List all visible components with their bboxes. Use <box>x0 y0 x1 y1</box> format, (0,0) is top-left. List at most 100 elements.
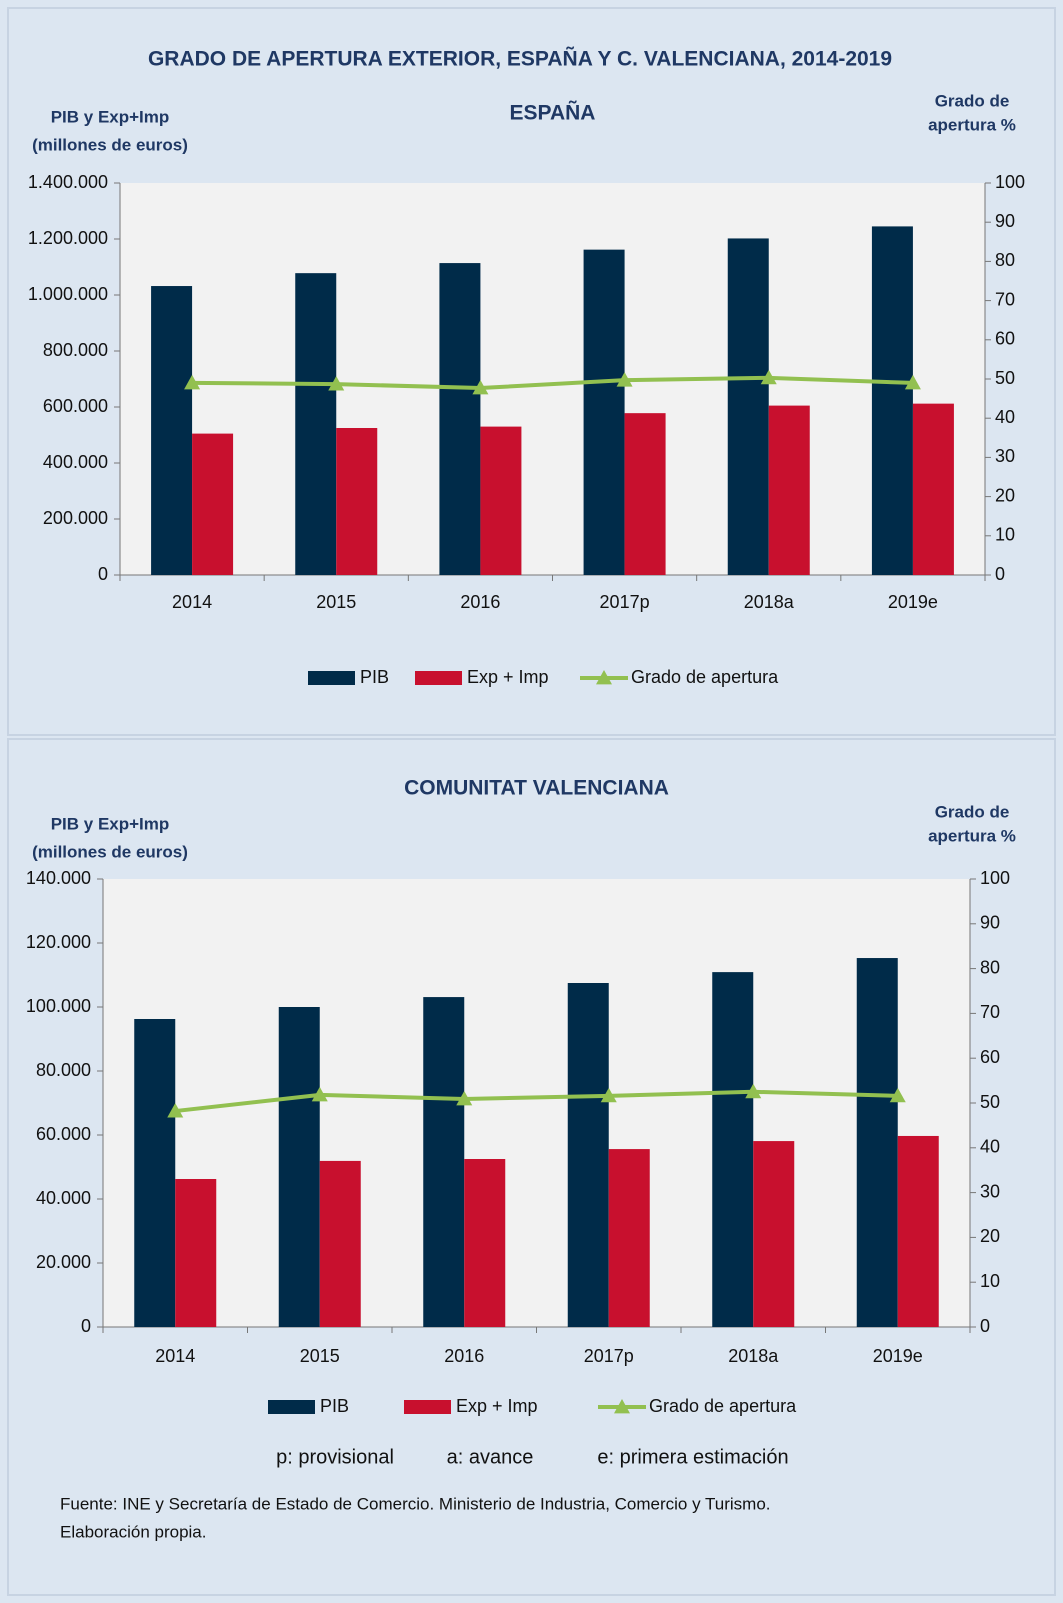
y-tick-label: 200.000 <box>43 508 108 528</box>
marker <box>616 372 633 387</box>
legend-swatch <box>415 671 462 685</box>
legend-label: Grado de apertura <box>649 1396 797 1416</box>
marker <box>184 374 201 390</box>
bar <box>583 249 625 575</box>
y2-tick-label: 0 <box>980 1316 990 1336</box>
y-tick-label: 1.400.000 <box>28 172 108 192</box>
y2-tick-label: 10 <box>995 525 1015 545</box>
y2-tick-label: 70 <box>980 1002 1000 1022</box>
y2-tick-label: 90 <box>980 913 1000 933</box>
marker <box>311 1086 328 1102</box>
chart-title: COMUNITAT VALENCIANA <box>404 777 669 800</box>
note: p: provisional <box>276 1446 394 1468</box>
y2-tick-label: 20 <box>995 485 1015 505</box>
legend-swatch <box>268 1400 315 1414</box>
x-tick-label: 2015 <box>316 592 356 612</box>
panel <box>7 7 1056 736</box>
marker <box>472 380 489 395</box>
y2-tick-label: 30 <box>995 446 1015 466</box>
y2-tick-label: 90 <box>995 211 1015 231</box>
y2-tick-label: 40 <box>995 407 1015 427</box>
y-tick-label: 1.000.000 <box>28 284 108 304</box>
y2-tick-label: 80 <box>980 957 1000 977</box>
y2-tick-label: 0 <box>995 564 1005 584</box>
y-tick-label: 400.000 <box>43 452 108 472</box>
bar <box>727 238 769 575</box>
bar <box>134 1019 176 1327</box>
y2-tick-label: 50 <box>980 1092 1000 1112</box>
x-tick-label: 2018a <box>744 592 795 612</box>
bar <box>151 286 193 575</box>
y-tick-label: 1.200.000 <box>28 228 108 248</box>
x-tick-label: 2018a <box>728 1346 779 1366</box>
legend-marker <box>614 1399 630 1414</box>
x-tick-label: 2016 <box>444 1346 484 1366</box>
bar <box>336 428 378 575</box>
legend-label: PIB <box>360 667 389 687</box>
y-tick-label: 800.000 <box>43 340 108 360</box>
bar <box>295 273 337 575</box>
bar <box>856 958 898 1327</box>
y-tick-label: 120.000 <box>26 932 91 952</box>
y2-tick-label: 60 <box>995 329 1015 349</box>
y2-tick-label: 50 <box>995 368 1015 388</box>
y-axis-label: PIB y Exp+Imp <box>51 107 170 126</box>
bar <box>278 1007 320 1327</box>
legend-label: PIB <box>320 1396 349 1416</box>
marker <box>600 1087 617 1103</box>
y2-axis-label: apertura % <box>928 115 1016 134</box>
x-tick-label: 2014 <box>155 1346 195 1366</box>
y2-tick-label: 70 <box>995 289 1015 309</box>
y2-axis-label: Grado de <box>935 91 1010 110</box>
y-tick-label: 80.000 <box>36 1060 91 1080</box>
y-tick-label: 60.000 <box>36 1124 91 1144</box>
y-tick-label: 0 <box>98 564 108 584</box>
source: Fuente: INE y Secretaría de Estado de Co… <box>60 1494 771 1513</box>
x-tick-label: 2014 <box>172 592 212 612</box>
x-tick-label: 2017p <box>600 592 650 612</box>
line <box>175 1089 898 1114</box>
y-tick-label: 140.000 <box>26 868 91 888</box>
legend-swatch <box>308 671 355 685</box>
marker <box>456 1090 473 1106</box>
marker <box>328 376 345 391</box>
marker <box>167 1103 184 1118</box>
y2-tick-label: 100 <box>995 172 1025 192</box>
marker <box>760 369 777 385</box>
y2-tick-label: 80 <box>995 250 1015 270</box>
bar <box>192 433 234 575</box>
y2-tick-label: 20 <box>980 1226 1000 1246</box>
bar <box>624 413 666 575</box>
y-axis-label: (millones de euros) <box>32 135 188 154</box>
marker <box>889 1087 906 1103</box>
bar <box>753 1141 795 1327</box>
y2-tick-label: 100 <box>980 868 1010 888</box>
y-axis-label: PIB y Exp+Imp <box>51 814 170 833</box>
note: e: primera estimación <box>597 1446 788 1468</box>
x-tick-label: 2019e <box>873 1346 923 1366</box>
bar <box>608 1149 650 1327</box>
y-tick-label: 20.000 <box>36 1252 91 1272</box>
bar <box>480 426 522 575</box>
x-tick-label: 2017p <box>584 1346 634 1366</box>
bar <box>871 226 913 575</box>
panel <box>7 738 1056 1596</box>
bar <box>912 403 954 575</box>
legend-label: Exp + Imp <box>456 1396 538 1416</box>
y2-tick-label: 60 <box>980 1047 1000 1067</box>
x-tick-label: 2019e <box>888 592 938 612</box>
line <box>192 375 913 391</box>
main-title: GRADO DE APERTURA EXTERIOR, ESPAÑA Y C. … <box>148 48 892 71</box>
bar <box>567 983 609 1327</box>
legend-label: Exp + Imp <box>467 667 549 687</box>
bar <box>897 1135 939 1327</box>
y-axis-label: (millones de euros) <box>32 842 188 861</box>
x-tick-label: 2015 <box>300 1346 340 1366</box>
source: Elaboración propia. <box>60 1522 206 1541</box>
bar <box>712 972 754 1327</box>
y2-tick-label: 10 <box>980 1271 1000 1291</box>
marker <box>904 374 921 390</box>
legend-label: Grado de apertura <box>631 667 779 687</box>
y2-axis-label: apertura % <box>928 826 1016 845</box>
